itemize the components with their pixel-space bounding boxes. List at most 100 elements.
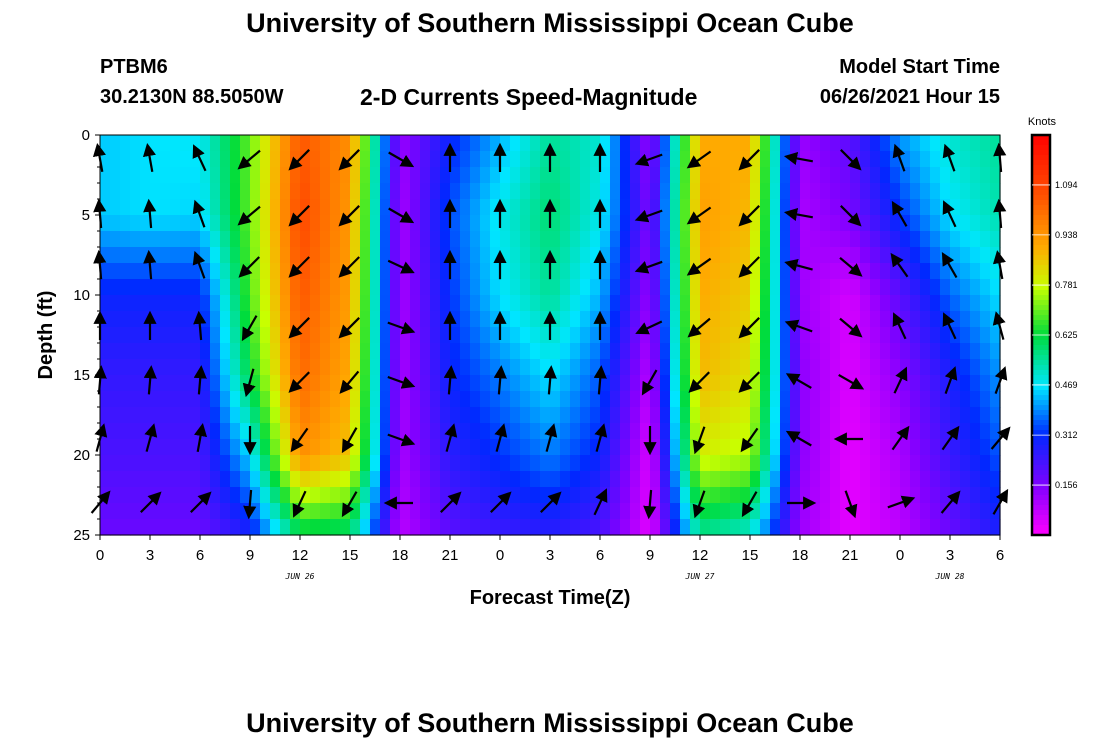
heatmap-cell	[120, 455, 131, 472]
heatmap-cell	[580, 183, 591, 200]
heatmap-cell	[290, 167, 301, 184]
heatmap-cell	[480, 407, 491, 424]
heatmap-cell	[800, 135, 811, 152]
heatmap-cell	[210, 487, 221, 504]
heatmap-cell	[380, 343, 391, 360]
heatmap-cell	[720, 135, 731, 152]
heatmap-cell	[920, 375, 931, 392]
heatmap-cell	[980, 519, 991, 536]
heatmap-cell	[150, 151, 161, 168]
heatmap-cell	[500, 375, 511, 392]
current-vector-arrow	[840, 149, 862, 171]
heatmap-cell	[840, 279, 851, 296]
heatmap-cell	[130, 167, 141, 184]
heatmap-cell	[900, 519, 911, 536]
heatmap-cell	[400, 455, 411, 472]
heatmap-cell	[910, 407, 921, 424]
colorbar-tick-label: 0.156	[1055, 480, 1078, 490]
heatmap-cell	[320, 375, 331, 392]
heatmap-cell	[170, 231, 181, 248]
heatmap-cell	[350, 167, 361, 184]
heatmap-cell	[760, 391, 771, 408]
heatmap-cell	[430, 359, 441, 376]
station-id: PTBM6	[100, 56, 168, 78]
heatmap-cell	[340, 407, 351, 424]
heatmap-cell	[730, 391, 741, 408]
heatmap-cell	[130, 487, 141, 504]
heatmap-cell	[310, 199, 321, 216]
heatmap-cell	[670, 295, 681, 312]
heatmap-cell	[270, 183, 281, 200]
heatmap-cell	[170, 423, 181, 440]
heatmap-cell	[510, 439, 521, 456]
heatmap-cell	[820, 487, 831, 504]
heatmap-cell	[680, 231, 691, 248]
heatmap-cell	[360, 247, 371, 264]
heatmap-cell	[540, 279, 551, 296]
heatmap-cell	[130, 279, 141, 296]
heatmap-cell	[860, 343, 871, 360]
heatmap-cell	[330, 471, 341, 488]
heatmap-cell	[880, 343, 891, 360]
heatmap-cell	[210, 247, 221, 264]
heatmap-cell	[880, 327, 891, 344]
heatmap-cell	[100, 439, 111, 456]
heatmap-cell	[530, 487, 541, 504]
heatmap-cell	[250, 407, 261, 424]
heatmap-cell	[860, 151, 871, 168]
heatmap-cell	[520, 487, 531, 504]
heatmap-cell	[910, 327, 921, 344]
heatmap-cell	[980, 391, 991, 408]
colorbar-segment	[1032, 155, 1050, 161]
heatmap-cell	[180, 439, 191, 456]
heatmap-cell	[110, 519, 121, 536]
heatmap-cell	[680, 135, 691, 152]
heatmap-cell	[950, 199, 961, 216]
heatmap-cell	[660, 391, 671, 408]
heatmap-cell	[660, 183, 671, 200]
heatmap-cell	[990, 183, 1001, 200]
heatmap-cell	[720, 439, 731, 456]
heatmap-cell	[730, 231, 741, 248]
heatmap-cell	[440, 391, 451, 408]
heatmap-cell	[720, 231, 731, 248]
heatmap-cell	[400, 215, 411, 232]
heatmap-cell	[700, 279, 711, 296]
colorbar-segment	[1032, 490, 1050, 496]
heatmap-cell	[320, 423, 331, 440]
heatmap-cell	[910, 359, 921, 376]
heatmap-cell	[350, 231, 361, 248]
heatmap-cell	[500, 519, 511, 536]
heatmap-cell	[570, 167, 581, 184]
colorbar-segment	[1032, 355, 1050, 361]
heatmap-cell	[830, 311, 841, 328]
heatmap-cell	[300, 215, 311, 232]
heatmap-cell	[350, 135, 361, 152]
heatmap-cell	[680, 215, 691, 232]
heatmap-cell	[170, 247, 181, 264]
heatmap-cell	[790, 519, 801, 536]
heatmap-cell	[540, 215, 551, 232]
heatmap-cell	[710, 167, 721, 184]
heatmap-cell	[310, 263, 321, 280]
heatmap-cell	[140, 487, 151, 504]
heatmap-cell	[390, 439, 401, 456]
heatmap-cell	[430, 263, 441, 280]
heatmap-cell	[530, 167, 541, 184]
heatmap-cell	[120, 503, 131, 520]
current-vector-arrow	[692, 426, 706, 455]
colorbar-segment	[1032, 345, 1050, 351]
heatmap-cell	[680, 343, 691, 360]
heatmap-cell	[210, 151, 221, 168]
heatmap-cell	[520, 455, 531, 472]
heatmap-cell	[510, 295, 521, 312]
heatmap-cell	[980, 311, 991, 328]
colorbar-segment	[1032, 470, 1050, 476]
heatmap-cell	[550, 231, 561, 248]
current-vector-arrow	[641, 369, 658, 396]
heatmap-cell	[390, 327, 401, 344]
heatmap-cell	[960, 503, 971, 520]
heatmap-cell	[160, 247, 171, 264]
heatmap-cell	[300, 375, 311, 392]
heatmap-cell	[660, 423, 671, 440]
